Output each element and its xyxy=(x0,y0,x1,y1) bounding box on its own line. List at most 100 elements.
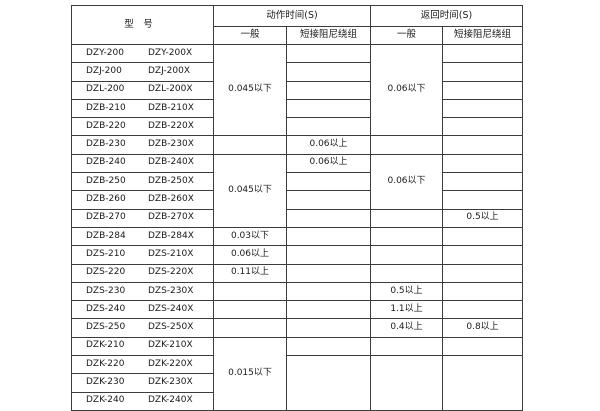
table-row: DZL-200 DZL-200X xyxy=(71,80,524,100)
cell-return-shorted xyxy=(442,172,524,192)
model-name-secondary: DZK-220X xyxy=(148,358,193,369)
cell-model: DZJ-200 DZJ-200X xyxy=(71,62,214,82)
cell-action-shorted xyxy=(285,62,372,82)
table-row: DZS-220 DZS-220X 0.11以上 xyxy=(71,263,524,283)
model-name-primary: DZK-230 xyxy=(86,377,125,388)
table-row: DZB-260 DZB-260X xyxy=(71,190,524,210)
table-row: DZS-210 DZS-210X 0.06以上 xyxy=(71,245,524,265)
header-row-sub: 一般 短接阻尼绕组 一般 短接阻尼绕组 xyxy=(72,26,524,45)
model-name-secondary: DZB-220X xyxy=(148,120,194,131)
table-row: DZB-284 DZB-284X 0.03以下 xyxy=(71,226,524,247)
table-row: DZB-230 DZB-230X 0.06以上 xyxy=(71,135,524,155)
cell-return-shorted xyxy=(442,190,524,210)
table-row: DZB-250 DZB-250X xyxy=(71,172,524,192)
column-header-return-shorted: 短接阻尼绕组 xyxy=(442,26,524,45)
model-name-primary: DZS-250 xyxy=(86,322,126,333)
cell-return-shorted xyxy=(442,98,524,119)
cell-model: DZB-284 DZB-284X xyxy=(71,226,214,247)
model-name-primary: DZS-240 xyxy=(86,303,126,314)
cell-action-shorted xyxy=(285,172,372,192)
cell-model: DZB-250 DZB-250X xyxy=(71,172,214,192)
cell-model: DZB-270 DZB-270X xyxy=(71,208,214,228)
cell-return-general: 0.06以下 xyxy=(370,153,444,210)
cell-return-shorted: 0.5以上 xyxy=(442,208,524,228)
column-header-return-general: 一般 xyxy=(370,26,444,45)
cell-model: DZS-220 DZS-220X xyxy=(71,263,214,283)
model-name-secondary: DZB-260X xyxy=(148,194,194,205)
cell-model: DZK-240 DZK-240X xyxy=(71,391,214,411)
model-name-secondary: DZL-200X xyxy=(148,84,193,95)
cell-action-shorted xyxy=(285,263,372,283)
cell-action-shorted xyxy=(285,117,372,137)
column-header-action-general: 一般 xyxy=(213,26,287,45)
cell-return-shorted xyxy=(442,355,524,411)
table-row: DZK-220 DZK-220X xyxy=(71,355,524,411)
cell-action-general: 0.015以下 xyxy=(213,336,287,411)
relay-timing-table: 型 号 动作时间(S) 返回时间(S) 一般 短接阻尼绕组 一般 短接阻尼绕组 … xyxy=(71,5,524,411)
model-name-primary: DZB-250 xyxy=(86,175,126,186)
cell-action-general: 0.11以上 xyxy=(213,263,287,283)
model-name-primary: DZK-220 xyxy=(86,358,125,369)
cell-model: DZS-230 DZS-230X xyxy=(71,281,214,302)
cell-return-general: 1.1以上 xyxy=(370,300,444,320)
model-name-primary: DZJ-200 xyxy=(86,66,122,76)
cell-model: DZK-230 DZK-230X xyxy=(71,373,214,393)
cell-return-general xyxy=(370,135,444,155)
table-row: DZS-230 DZS-230X 0.5以上 xyxy=(71,281,524,302)
cell-return-shorted xyxy=(442,135,524,155)
cell-model: DZB-260 DZB-260X xyxy=(71,190,214,210)
cell-action-shorted xyxy=(285,226,372,247)
model-name-primary: DZS-230 xyxy=(86,285,126,296)
table-row: DZK-210 DZK-210X 0.015以下 xyxy=(71,336,524,411)
model-name-secondary: DZB-270X xyxy=(148,212,194,223)
column-header-return-time: 返回时间(S) xyxy=(370,5,524,27)
cell-return-shorted: 0.8以上 xyxy=(442,318,524,338)
model-name-primary: DZY-200 xyxy=(86,47,124,58)
cell-model: DZK-220 DZK-220X xyxy=(71,355,214,375)
cell-action-general: 0.06以上 xyxy=(213,245,287,265)
column-header-model-label: 型 号 xyxy=(124,18,153,30)
model-name-secondary: DZK-210X xyxy=(148,340,193,351)
cell-return-general xyxy=(370,355,444,411)
table-row: DZB-270 DZB-270X 0.5以上 xyxy=(71,208,524,228)
model-name-secondary: DZS-240X xyxy=(148,303,194,314)
cell-action-shorted: 0.06以上 xyxy=(285,153,372,174)
cell-model: DZS-210 DZS-210X xyxy=(71,245,214,265)
model-name-secondary: DZS-250X xyxy=(148,322,194,333)
cell-action-general: 0.03以下 xyxy=(213,226,287,247)
model-name-primary: DZK-210 xyxy=(86,340,125,351)
model-name-secondary: DZS-230X xyxy=(148,285,194,296)
cell-action-shorted xyxy=(285,245,372,265)
cell-action-general xyxy=(213,135,287,155)
model-name-primary: DZL-200 xyxy=(86,84,125,95)
cell-model: DZK-210 DZK-210X xyxy=(71,336,214,357)
table-row: DZK-230 DZK-230X xyxy=(71,373,523,393)
cell-action-shorted xyxy=(285,355,372,411)
cell-action-general: 0.045以下 xyxy=(213,153,287,228)
cell-model: DZB-230 DZB-230X xyxy=(71,135,214,155)
cell-return-general xyxy=(370,208,444,228)
cell-return-shorted xyxy=(442,263,524,283)
model-name-secondary: DZJ-200X xyxy=(148,66,191,76)
table-row: DZJ-200 DZJ-200X xyxy=(71,62,524,82)
table-header: 型 号 动作时间(S) 返回时间(S) 一般 短接阻尼绕组 一般 短接阻尼绕组 xyxy=(71,5,524,45)
header-row-top: 型 号 动作时间(S) 返回时间(S) xyxy=(71,5,524,45)
table-body: DZY-200 DZY-200X 0.045以下 0.06以下 DZJ-200 … xyxy=(71,43,524,411)
column-header-model: 型 号 xyxy=(71,5,214,45)
table-row: DZS-240 DZS-240X 1.1以上 xyxy=(71,300,524,320)
cell-action-general xyxy=(213,300,287,320)
cell-model: DZS-250 DZS-250X xyxy=(71,318,214,338)
cell-action-shorted xyxy=(285,281,372,302)
cell-action-shorted: 0.06以上 xyxy=(285,135,372,155)
model-name-secondary: DZS-220X xyxy=(148,267,194,278)
cell-return-general: 0.5以上 xyxy=(370,281,444,302)
cell-action-shorted xyxy=(285,318,372,338)
cell-model: DZL-200 DZL-200X xyxy=(71,80,214,100)
cell-return-shorted xyxy=(442,226,524,247)
cell-return-shorted xyxy=(442,336,524,357)
model-name-primary: DZS-210 xyxy=(86,248,126,259)
cell-model: DZS-240 DZS-240X xyxy=(71,300,214,320)
table-row: DZB-220 DZB-220X xyxy=(71,117,524,137)
model-name-primary: DZB-220 xyxy=(86,120,126,131)
cell-return-general: 0.06以下 xyxy=(370,43,444,137)
